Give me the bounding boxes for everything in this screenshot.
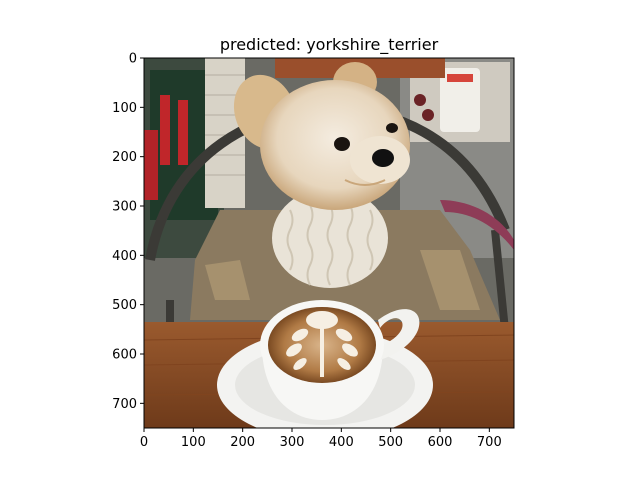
y-tick-label: 200 [112, 150, 137, 165]
y-tick-label: 600 [112, 348, 137, 363]
x-tick-label: 300 [280, 435, 305, 450]
x-tick-label: 500 [378, 435, 403, 450]
y-tick-label: 400 [112, 249, 137, 264]
photo [144, 58, 514, 428]
figure-title: predicted: yorkshire_terrier [220, 35, 439, 55]
dog-eye-left [334, 137, 350, 151]
dog-nose [372, 149, 394, 167]
dog-eye-right [386, 123, 398, 133]
axes-frame [143, 57, 515, 429]
x-tick-label: 100 [181, 435, 206, 450]
y-tick-label: 100 [112, 101, 137, 116]
x-axis: 0 100 200 300 400 500 600 700 [140, 428, 502, 450]
y-tick-label: 500 [112, 298, 137, 313]
y-tick-label: 0 [129, 52, 137, 67]
x-tick-label: 600 [428, 435, 453, 450]
x-tick-label: 700 [477, 435, 502, 450]
latte-art [286, 311, 358, 377]
y-tick-label: 700 [112, 397, 137, 412]
x-tick-label: 400 [329, 435, 354, 450]
x-tick-label: 0 [140, 435, 148, 450]
sweater [272, 188, 388, 288]
coffee-cup [260, 300, 420, 420]
y-tick-label: 300 [112, 200, 137, 215]
dog-head [233, 62, 410, 210]
x-tick-label: 200 [230, 435, 255, 450]
y-axis: 0 100 200 300 400 500 600 700 [112, 52, 144, 412]
